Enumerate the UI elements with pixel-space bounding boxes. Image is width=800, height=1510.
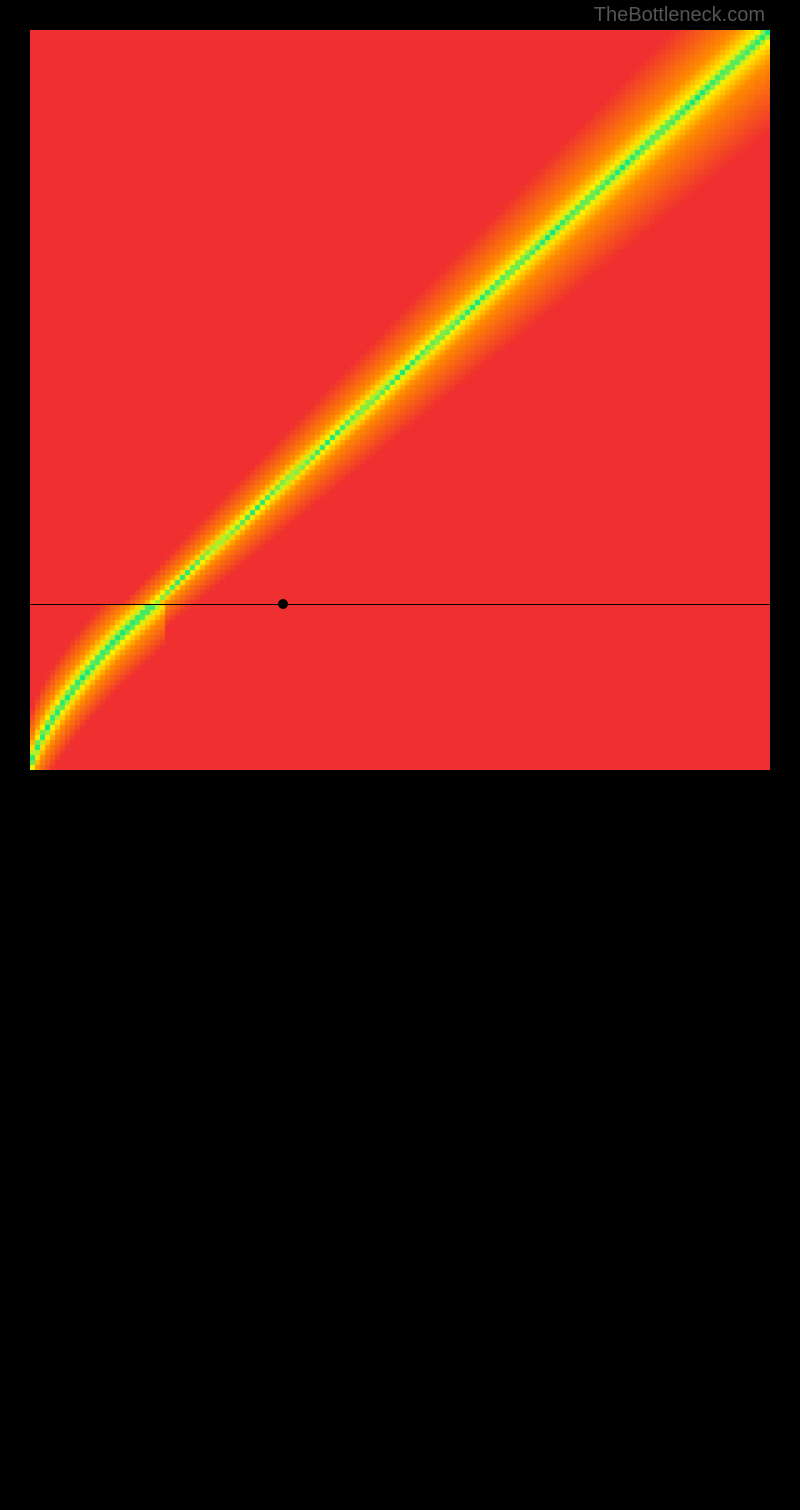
heatmap-canvas xyxy=(30,30,770,770)
crosshair-marker xyxy=(278,599,288,609)
heatmap-plot xyxy=(30,30,770,770)
watermark: TheBottleneck.com xyxy=(594,4,765,27)
crosshair-vertical xyxy=(283,770,284,1510)
crosshair-horizontal xyxy=(30,604,770,605)
